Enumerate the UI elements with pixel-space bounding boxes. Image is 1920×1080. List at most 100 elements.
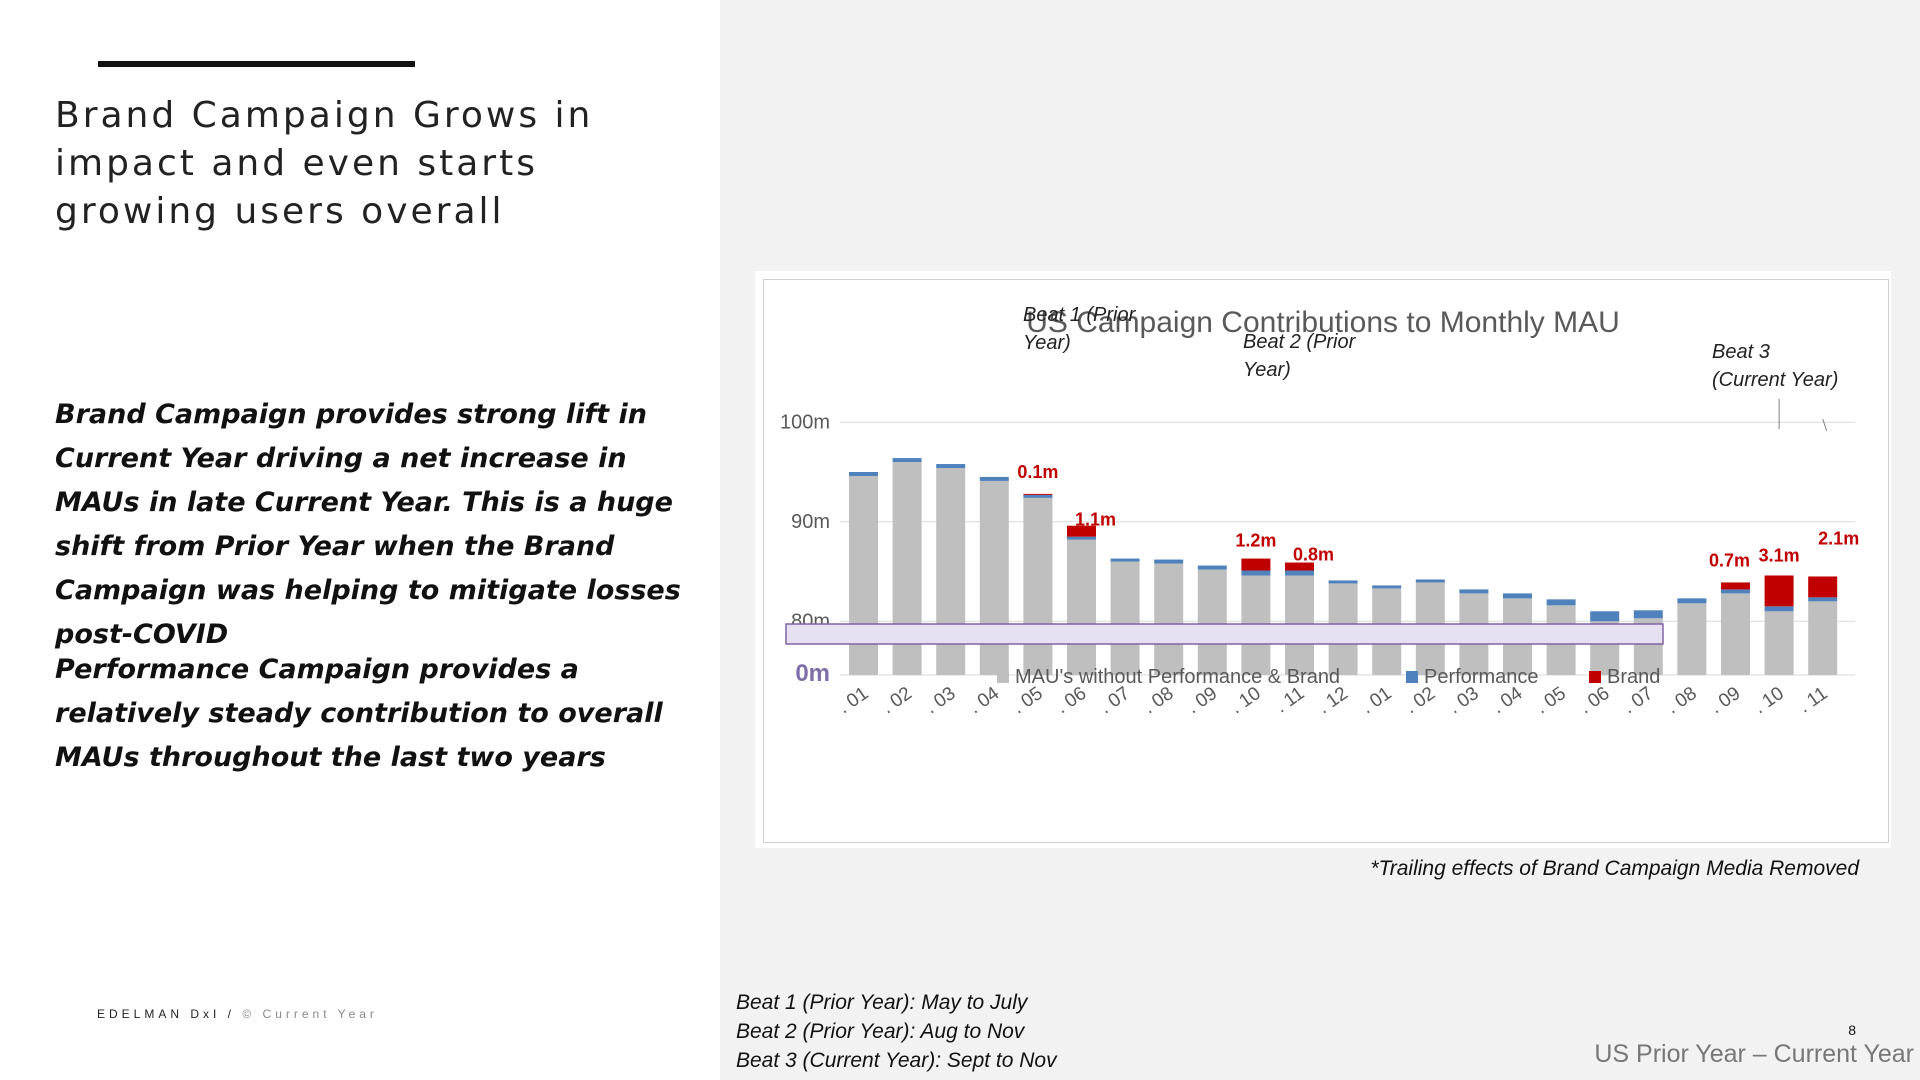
data-label: 0.7m <box>1709 550 1750 570</box>
bar-brand <box>1764 575 1794 607</box>
legend-label: MAU's without Performance & Brand <box>1015 666 1340 688</box>
page-number: 8 <box>1848 1022 1856 1038</box>
bar-base <box>1154 563 1184 675</box>
bar-performance <box>1633 610 1663 619</box>
footer-brand: EDELMAN DxI / <box>97 1007 236 1021</box>
legend-label: Brand <box>1607 666 1660 688</box>
bar-brand <box>1241 558 1271 571</box>
chart-title: US Campaign Contributions to Monthly MAU <box>1026 306 1620 339</box>
bar-base <box>1721 593 1750 675</box>
bar-brand <box>1067 525 1096 537</box>
bar-base <box>849 475 878 675</box>
x-tick-label: . 06 <box>1576 683 1614 718</box>
bar-performance <box>1503 593 1532 599</box>
data-label: 2.1m <box>1818 528 1859 548</box>
bar-performance <box>1459 589 1489 594</box>
x-tick-label: . 07 <box>1619 683 1657 718</box>
beat-note-1: Beat 1 (Prior Year): May to July <box>736 991 1028 1014</box>
beat-note-2: Beat 2 (Prior Year): Aug to Nov <box>736 1020 1025 1043</box>
bar-performance <box>1677 598 1707 604</box>
y-tick-label: 90m <box>791 511 830 533</box>
brand-campaign-paragraph: Brand Campaign provides strong lift in C… <box>55 399 681 650</box>
bar-performance <box>1721 589 1750 594</box>
x-tick-label: . 12 <box>1314 683 1352 718</box>
x-tick-label: . 01 <box>1358 683 1396 718</box>
footer: EDELMAN DxI / © Current Year <box>97 1007 378 1021</box>
chart-footnote: *Trailing effects of Brand Campaign Medi… <box>1370 857 1859 880</box>
leader-line <box>1822 418 1828 432</box>
bar-performance <box>849 472 878 476</box>
y-tick-label: 0m <box>795 660 830 687</box>
bar-performance <box>1590 611 1620 622</box>
data-labels: 0.1m 1.1m 1.2m 0.8m 0.7m 3.1m 2.1m <box>1017 399 1859 570</box>
x-tick-label: . 02 <box>1401 683 1439 718</box>
bar-performance <box>1067 536 1096 540</box>
bar-performance <box>1154 559 1184 564</box>
bar-brand <box>1808 576 1838 598</box>
bar-base <box>1067 539 1096 675</box>
annotation-line: Year) <box>1243 359 1291 381</box>
annotation-line: (Current Year) <box>1712 369 1838 391</box>
bar-base <box>1110 561 1140 675</box>
y-tick-label: 100m <box>780 411 830 433</box>
bar-performance <box>1110 558 1140 562</box>
slide-title: Brand Campaign Grows in impact and even … <box>55 95 594 232</box>
bar-performance <box>1808 597 1838 602</box>
data-label: 0.8m <box>1293 545 1334 565</box>
bar-base <box>1764 611 1794 675</box>
bar-performance <box>1764 606 1794 612</box>
x-tick-label: . 09 <box>1183 683 1221 718</box>
annotation-line: Beat 3 <box>1712 341 1770 363</box>
bar-performance <box>1328 580 1358 584</box>
footer-copyright: © Current Year <box>242 1007 378 1021</box>
annotation-line: Beat 1 (Prior <box>1023 304 1137 326</box>
x-tick-label: . 02 <box>878 683 916 718</box>
annotation-line: Year) <box>1023 332 1071 354</box>
x-tick-label: . 09 <box>1706 683 1744 718</box>
bar-performance <box>1285 570 1314 576</box>
legend-swatch <box>997 671 1009 683</box>
bar-base <box>1023 497 1053 675</box>
x-tick-label: . 05 <box>1532 683 1570 718</box>
bar-base <box>1677 603 1707 675</box>
bar-performance <box>1197 565 1227 570</box>
annotation-line: Beat 2 (Prior <box>1243 331 1357 353</box>
bar-performance <box>979 476 1009 481</box>
bar-performance <box>1546 599 1576 606</box>
bar-performance <box>892 458 922 463</box>
bar-performance <box>936 464 966 469</box>
x-tick-label: . 03 <box>922 683 960 718</box>
bar-performance <box>1241 570 1271 576</box>
x-tick-label: . 03 <box>1445 683 1483 718</box>
legend-label: Performance <box>1424 666 1539 688</box>
axis-break-band <box>785 623 1664 645</box>
legend-swatch <box>1589 671 1601 683</box>
bar-performance <box>1415 579 1445 583</box>
bar-brand <box>1721 582 1750 590</box>
period-label: US Prior Year – Current Year <box>1594 1040 1914 1068</box>
x-tick-label: . 07 <box>1096 683 1134 718</box>
beat-note-3: Beat 3 (Current Year): Sept to Nov <box>736 1049 1057 1072</box>
x-tick-label: . 11 <box>1272 683 1309 718</box>
x-tick-label: . 01 <box>834 683 872 718</box>
data-label: 1.1m <box>1075 510 1116 530</box>
bar-base <box>1197 569 1227 675</box>
bar-base <box>1808 601 1838 675</box>
left-panel <box>0 0 720 1080</box>
x-tick-label: . 06 <box>1052 683 1090 718</box>
x-tick-label: . 05 <box>1009 683 1047 718</box>
bar-base <box>979 480 1009 675</box>
legend: MAU's without Performance & Brand Perform… <box>997 666 1660 688</box>
beat-notes: Beat 1 (Prior Year): May to July Beat 2 … <box>736 988 1057 1075</box>
x-tick-label: . 08 <box>1140 683 1178 718</box>
data-label: 0.1m <box>1017 462 1058 482</box>
axis-break <box>785 623 1664 645</box>
legend-swatch <box>1406 671 1418 683</box>
x-tick-label: . 10 <box>1227 683 1265 718</box>
x-tick-label: . 10 <box>1750 683 1788 718</box>
bar-brand <box>1023 493 1053 495</box>
mau-chart: US Campaign Contributions to Monthly MAU… <box>780 304 1859 718</box>
title-accent-bar <box>98 61 415 67</box>
bar-performance <box>1023 494 1053 498</box>
